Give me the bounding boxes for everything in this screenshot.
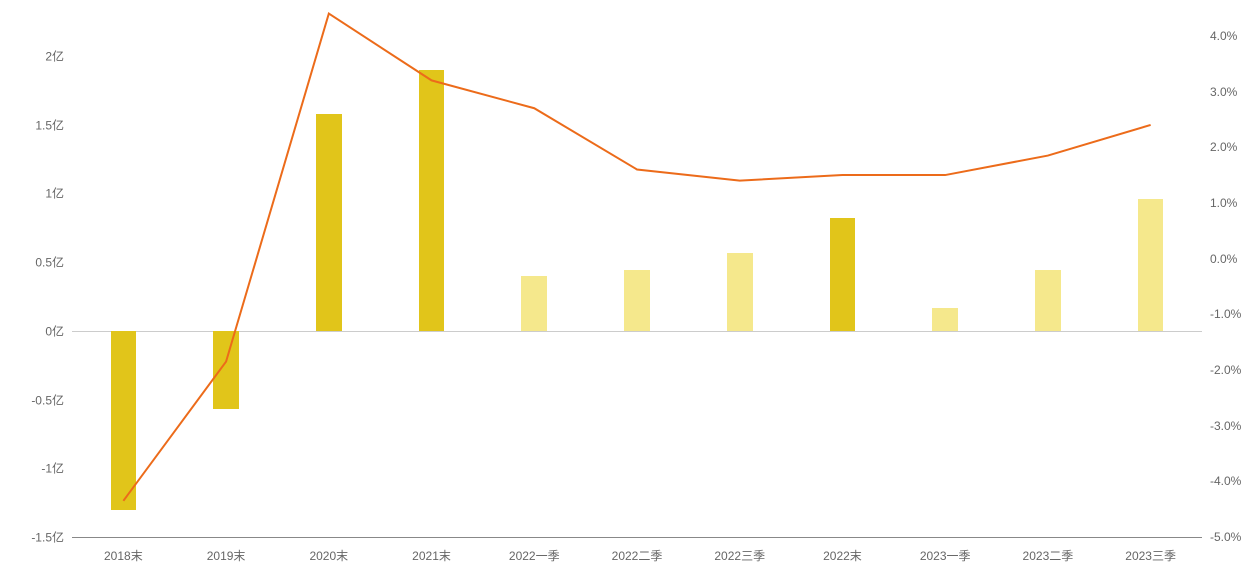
x-tick-label: 2020末 <box>309 547 348 564</box>
y-left-tick-label: 0.5亿 <box>35 254 64 271</box>
x-tick-label: 2023二季 <box>1023 547 1074 564</box>
y-left-tick-label: 2亿 <box>45 48 64 65</box>
y-right-tick-label: -1.0% <box>1210 307 1241 321</box>
y-right-tick-label: 4.0% <box>1210 29 1237 43</box>
y-left-tick-label: -0.5亿 <box>31 391 64 408</box>
y-left-tick-label: -1亿 <box>41 460 64 477</box>
x-tick-label: 2021末 <box>412 547 451 564</box>
x-tick-label: 2022一季 <box>509 547 560 564</box>
x-tick-label: 2022二季 <box>612 547 663 564</box>
y-right-tick-label: 2.0% <box>1210 140 1237 154</box>
y-right-tick-label: -2.0% <box>1210 363 1241 377</box>
x-tick-label: 2019末 <box>207 547 246 564</box>
y-left-tick-label: 1.5亿 <box>35 116 64 133</box>
chart-root: -1.5亿 -1亿 -0.5亿 0亿 0.5亿 1亿 1.5亿 2亿 -5.0% -4.0% -3.… <box>0 0 1255 573</box>
line-series <box>72 8 1202 537</box>
y-right-tick-label: 3.0% <box>1210 85 1237 99</box>
x-tick-label: 2018末 <box>104 547 143 564</box>
plot-area <box>72 8 1202 537</box>
line-path <box>123 14 1150 501</box>
y-right-tick-label: 0.0% <box>1210 252 1237 266</box>
x-tick-label: 2023三季 <box>1125 547 1176 564</box>
y-right-tick-label: -3.0% <box>1210 419 1241 433</box>
x-tick-label: 2022末 <box>823 547 862 564</box>
y-right-tick-label: -4.0% <box>1210 474 1241 488</box>
y-left-tick-label: 1亿 <box>45 185 64 202</box>
x-tick-label: 2022三季 <box>714 547 765 564</box>
x-axis-line <box>72 537 1202 538</box>
y-left-tick-label: -1.5亿 <box>31 529 64 546</box>
y-right-tick-label: 1.0% <box>1210 196 1237 210</box>
x-tick-label: 2023一季 <box>920 547 971 564</box>
y-right-tick-label: -5.0% <box>1210 530 1241 544</box>
y-left-tick-label: 0亿 <box>45 322 64 339</box>
